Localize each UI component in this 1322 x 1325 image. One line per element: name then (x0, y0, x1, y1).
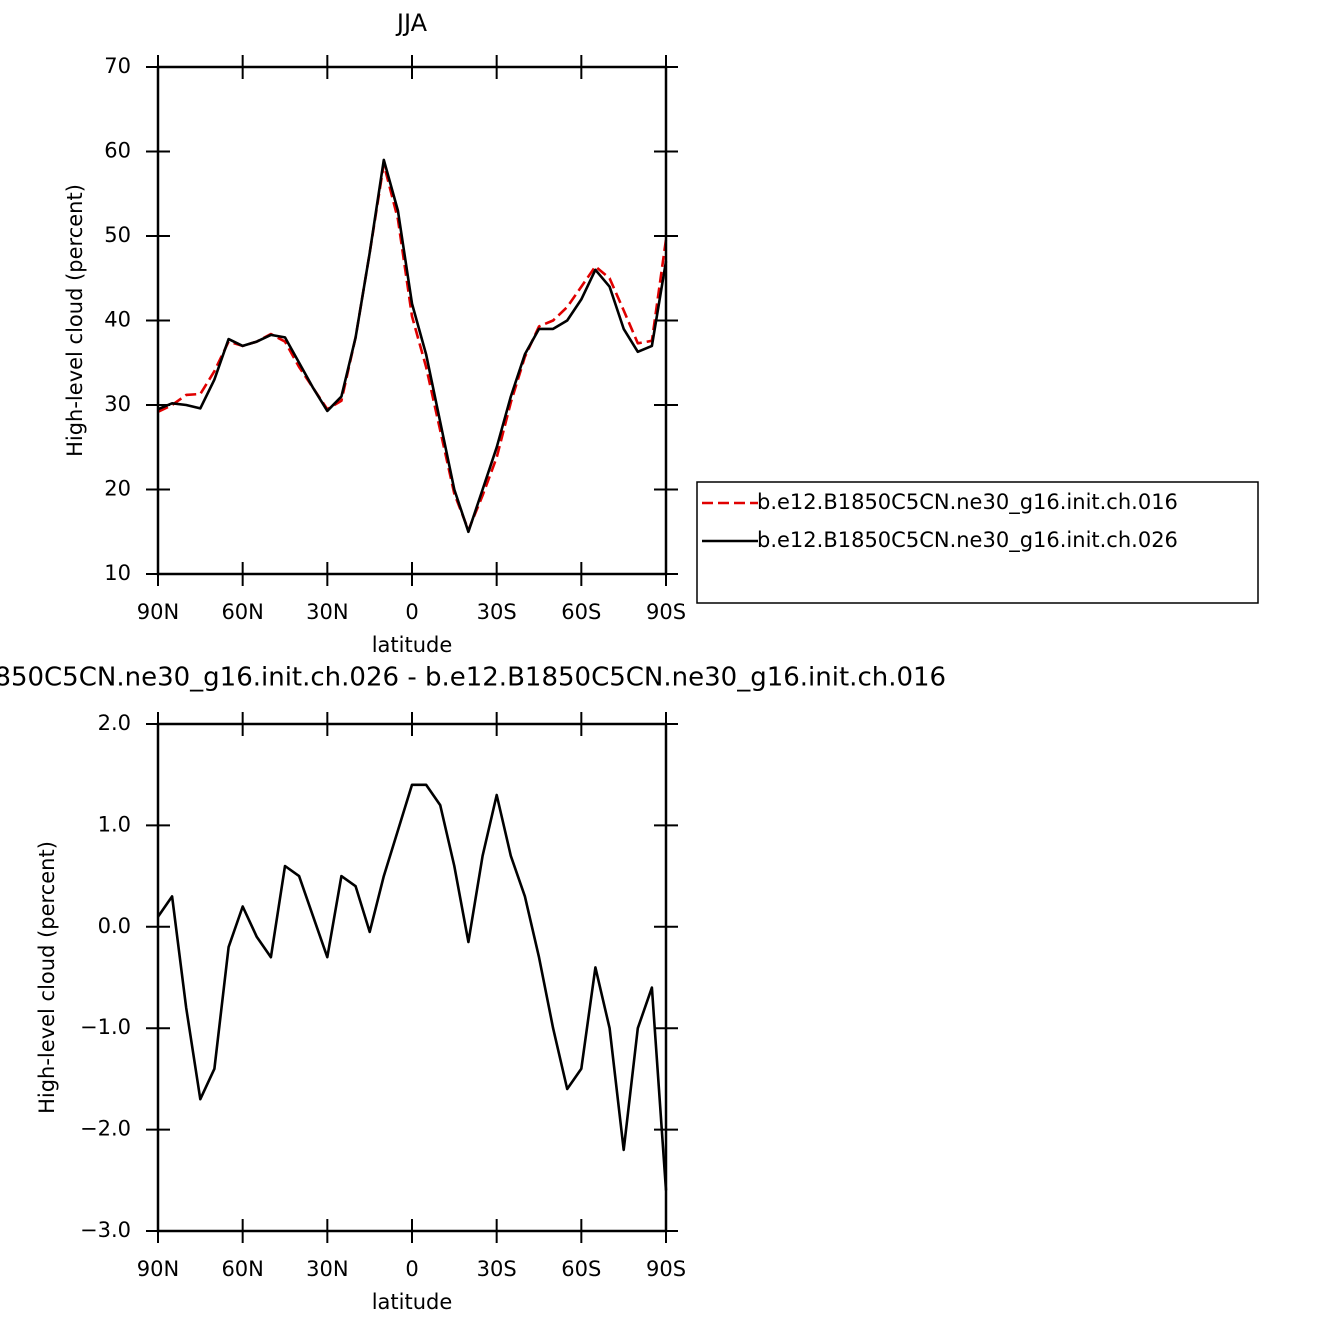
y-tick-label: 50 (104, 223, 131, 247)
x-tick-label: 90N (137, 600, 179, 624)
legend-label: b.e12.B1850C5CN.ne30_g16.init.ch.016 (757, 490, 1178, 515)
x-tick-label: 60N (221, 600, 263, 624)
x-tick-label: 0 (405, 1257, 418, 1281)
y-tick-label: 0.0 (98, 914, 131, 938)
y-tick-label: 1.0 (98, 812, 131, 836)
chart-title: b.e12.B1850C5CN.ne30_g16.init.ch.026 - b… (0, 663, 946, 693)
y-tick-label: 2.0 (98, 711, 131, 735)
x-tick-label: 30N (306, 600, 348, 624)
x-tick-label: 30S (477, 1257, 517, 1281)
plot-panel: JJA latitude High-level cloud (percent) 10 2… (63, 9, 686, 657)
y-axis-label: High-level cloud (percent) (63, 184, 87, 457)
legend-box (696, 481, 1259, 604)
y-tick-label: 40 (104, 308, 131, 332)
legend-label: b.e12.B1850C5CN.ne30_g16.init.ch.026 (757, 528, 1178, 553)
x-tick-label: 30N (306, 1257, 348, 1281)
x-tick-label: 90S (646, 600, 686, 624)
x-tick-label: 0 (405, 600, 418, 624)
x-tick-label: 30S (477, 600, 517, 624)
x-axis-label: latitude (372, 633, 453, 657)
y-tick-label: 30 (104, 392, 131, 416)
x-axis-label: latitude (372, 1290, 453, 1314)
data-line (157, 158, 668, 534)
y-axis-label: High-level cloud (percent) (35, 841, 59, 1114)
y-tick-label: −1.0 (80, 1015, 131, 1039)
y-tick-label: 10 (104, 561, 131, 585)
plot-frame (156, 722, 668, 1233)
data-line (156, 783, 668, 1191)
plot-frame (156, 65, 668, 576)
y-tick-label: 60 (104, 139, 131, 163)
plot-panel: b.e12.B1850C5CN.ne30_g16.init.ch.026 - b… (0, 663, 946, 1315)
y-tick-label: 70 (104, 54, 131, 78)
y-tick-label: −2.0 (80, 1117, 131, 1141)
chart-title: JJA (395, 9, 428, 37)
x-tick-label: 60S (561, 1257, 601, 1281)
y-tick-label: 20 (104, 477, 131, 501)
x-tick-label: 60S (561, 600, 601, 624)
x-tick-label: 90N (137, 1257, 179, 1281)
legend: b.e12.B1850C5CN.ne30_g16.init.ch.016 b.e1… (696, 481, 1259, 604)
y-tick-label: −3.0 (80, 1218, 131, 1242)
data-line (157, 162, 668, 532)
x-tick-label: 60N (221, 1257, 263, 1281)
x-tick-label: 90S (646, 1257, 686, 1281)
